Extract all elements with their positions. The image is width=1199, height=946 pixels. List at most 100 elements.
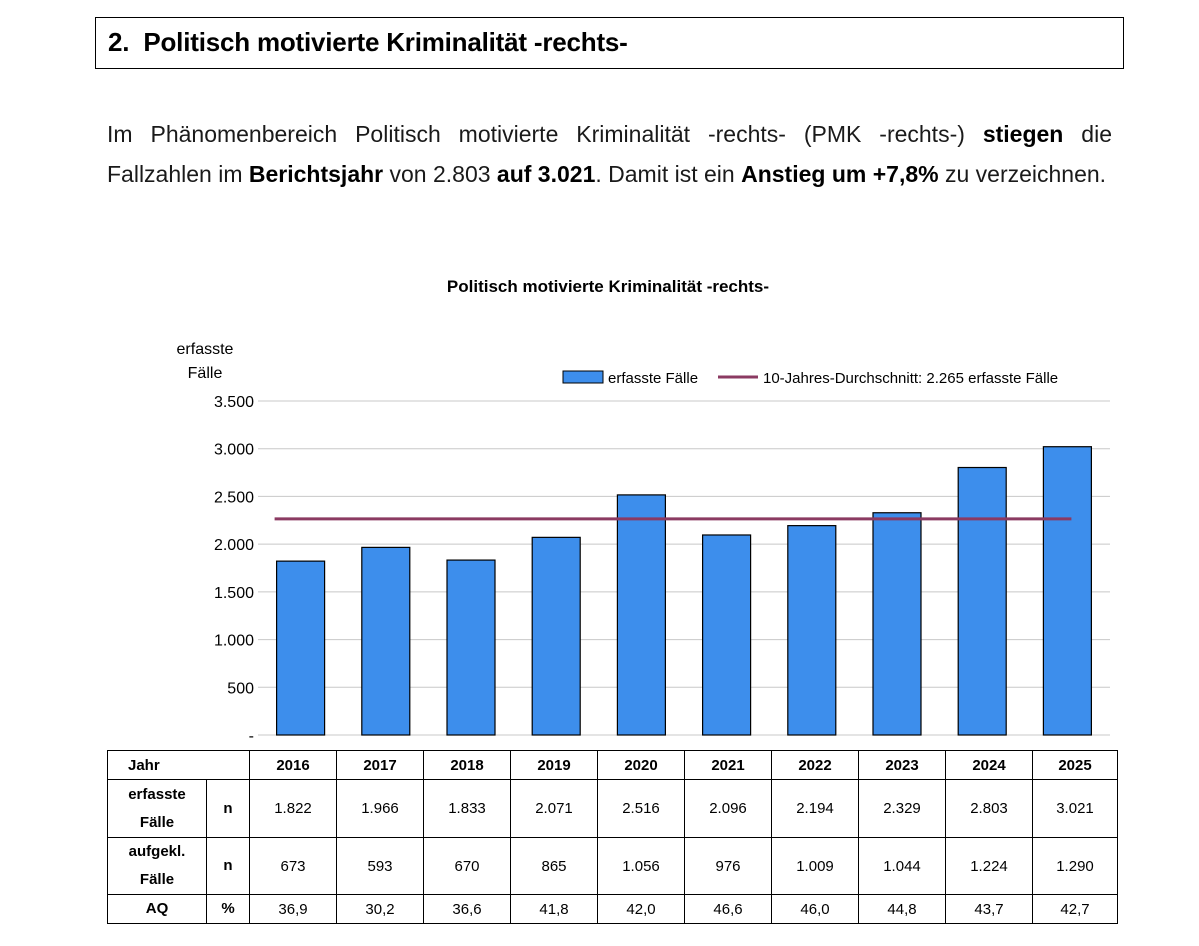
- cell-value: 2.803: [970, 800, 1008, 817]
- year-label: 2025: [1058, 756, 1092, 774]
- table-cell: 2.194: [771, 779, 859, 838]
- table-cell: 2.096: [684, 779, 772, 838]
- cell-value: 30,2: [365, 900, 395, 918]
- intro-text-3: von 2.803: [383, 161, 497, 187]
- year-label: 2023: [885, 756, 919, 774]
- cell-value: 2.071: [535, 800, 573, 817]
- cell-value: 593: [367, 857, 393, 875]
- y-tick-label: -: [249, 728, 254, 745]
- header-year: 2020: [597, 750, 685, 780]
- cell-value: 1.290: [1056, 857, 1094, 875]
- cell-value: 865: [541, 857, 567, 875]
- cell-value: 41,8: [539, 900, 569, 918]
- cell-value: 43,7: [974, 900, 1004, 918]
- row-unit: n: [206, 837, 250, 895]
- row-label: AQ: [107, 894, 207, 924]
- section-title: 2. Politisch motivierte Kriminalität -re…: [108, 27, 628, 58]
- section-heading: 2. Politisch motivierte Kriminalität -re…: [95, 17, 1124, 69]
- table-row: AQ% 36,9 30,2 36,6 41,8 42,0 46,6 46,0 44,8 43,7 4…: [107, 894, 1118, 924]
- bar-2017: [361, 546, 411, 736]
- table-cell: 42,7: [1032, 894, 1118, 924]
- table-cell: 2.329: [858, 779, 946, 838]
- row-label-line1: erfasste: [128, 785, 186, 803]
- row-unit-text: n: [223, 799, 233, 817]
- cell-value: 670: [454, 857, 480, 875]
- table-cell: 1.056: [597, 837, 685, 895]
- bar-2018: [446, 559, 496, 736]
- header-year: 2025: [1032, 750, 1118, 780]
- bar-2019: [531, 536, 581, 736]
- legend: erfasste Fälle 10-Jahres-Durchschnitt: 2…: [562, 370, 1058, 387]
- y-tick-label: 3.500: [214, 394, 254, 411]
- bar-2023: [872, 512, 922, 736]
- y-tick-label: 1.000: [214, 633, 254, 650]
- table-row: erfasste Fälle n 1.822 1.966 1.833 2.071 2.516 2…: [107, 779, 1118, 838]
- bar-2016: [276, 560, 326, 736]
- y-tick-label: 1.500: [214, 585, 254, 602]
- year-label: 2017: [363, 756, 397, 774]
- cell-value: 2.329: [883, 800, 921, 817]
- table-cell: 1.822: [249, 779, 337, 838]
- cell-value: 1.009: [796, 857, 834, 875]
- table-cell: 2.803: [945, 779, 1033, 838]
- row-label: aufgekl. Fälle: [107, 837, 207, 895]
- cell-value: 673: [280, 857, 306, 875]
- header-year: 2021: [684, 750, 772, 780]
- header-year: 2016: [249, 750, 337, 780]
- cell-value: 2.516: [622, 800, 660, 817]
- cell-value: 46,6: [713, 900, 743, 918]
- year-label: 2019: [537, 756, 571, 774]
- year-label: 2021: [711, 756, 745, 774]
- row-label-line1: aufgekl.: [128, 843, 186, 860]
- row-label-line2: Fälle: [139, 813, 175, 831]
- cell-value: 1.833: [448, 800, 486, 817]
- year-label: 2022: [798, 756, 832, 774]
- intro-bold-1: stiegen: [982, 121, 1064, 147]
- table-cell: 1.009: [771, 837, 859, 895]
- row-label-line2: Fälle: [139, 871, 175, 888]
- header-jahr-text: Jahr: [128, 756, 160, 774]
- cell-value: 42,0: [626, 900, 656, 918]
- table-cell: 3.021: [1032, 779, 1118, 838]
- table-cell: 865: [510, 837, 598, 895]
- header-year: 2017: [336, 750, 424, 780]
- cell-value: 2.194: [796, 800, 834, 817]
- table-cell: 673: [249, 837, 337, 895]
- table-cell: 41,8: [510, 894, 598, 924]
- bars: [276, 446, 1093, 736]
- table-header-row: Jahr 2016 2017 2018 2019 2020 2021 2022 2023 2024…: [107, 750, 1118, 780]
- table-cell: 1.224: [945, 837, 1033, 895]
- table-cell: 1.044: [858, 837, 946, 895]
- row-label-line1: AQ: [145, 900, 169, 917]
- row-unit-text: %: [221, 900, 235, 917]
- row-unit: %: [206, 894, 250, 924]
- table-cell: 44,8: [858, 894, 946, 924]
- table-cell: 593: [336, 837, 424, 895]
- table-cell: 30,2: [336, 894, 424, 924]
- row-unit-text: n: [223, 857, 233, 874]
- cell-value: 1.056: [622, 857, 660, 875]
- intro-bold-4: Anstieg um +7,8%: [741, 161, 939, 187]
- bar-2025: [1042, 446, 1093, 736]
- y-tick-label: 3.000: [214, 442, 254, 459]
- header-year: 2024: [945, 750, 1033, 780]
- intro-text-1: Im Phänomenbereich Politisch motivierte …: [107, 121, 983, 147]
- year-label: 2018: [450, 756, 484, 774]
- header-year: 2019: [510, 750, 598, 780]
- year-label: 2016: [276, 756, 310, 774]
- bar-2021: [701, 534, 752, 736]
- cell-value: 1.224: [970, 857, 1008, 875]
- row-label: erfasste Fälle: [107, 779, 207, 838]
- table-cell: 1.966: [336, 779, 424, 838]
- header-year: 2018: [423, 750, 511, 780]
- table-cell: 1.833: [423, 779, 511, 838]
- y-axis-ticks: - 500 1.000 1.500 2.000 2.500 3.000 3.500: [214, 394, 254, 745]
- chart-title: Politisch motivierte Kriminalität -recht…: [446, 277, 770, 296]
- table-row: aufgekl. Fälle n 673 593 670 865 1.056 976 1.009 1…: [107, 837, 1118, 895]
- cell-value: 3.021: [1056, 800, 1094, 817]
- legend-line-label: 10-Jahres-Durchschnitt: 2.265 erfasste F…: [763, 370, 1058, 387]
- cell-value: 36,9: [278, 900, 308, 918]
- intro-bold-2: Berichtsjahr: [248, 161, 384, 187]
- table-cell: 46,6: [684, 894, 772, 924]
